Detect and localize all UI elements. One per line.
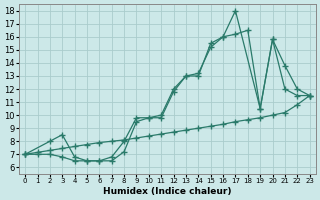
X-axis label: Humidex (Indice chaleur): Humidex (Indice chaleur) [103, 187, 232, 196]
